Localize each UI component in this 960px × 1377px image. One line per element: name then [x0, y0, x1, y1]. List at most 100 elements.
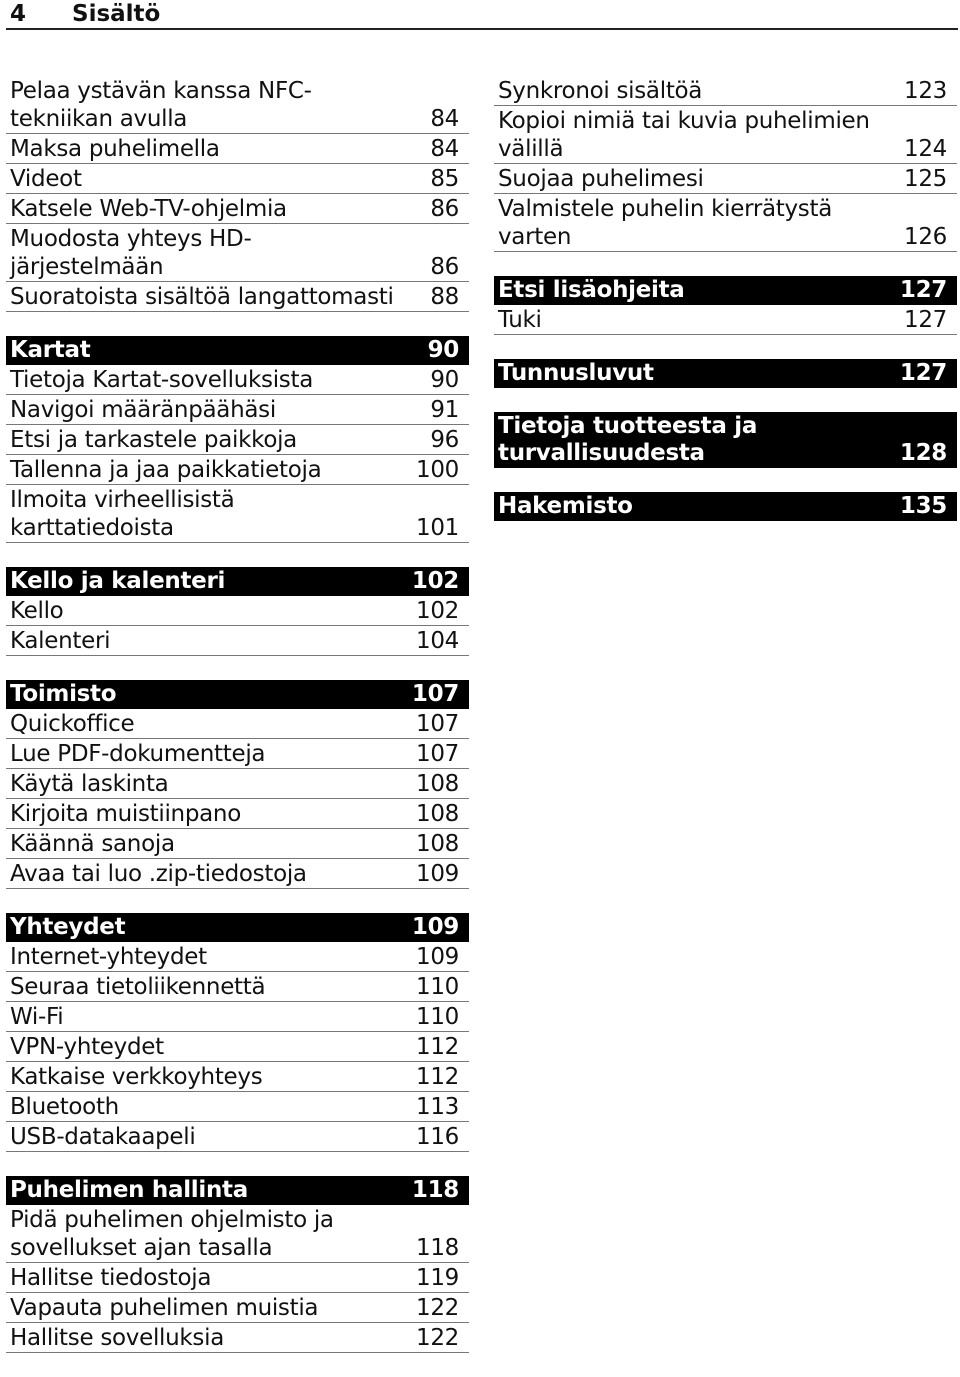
page-ref: 100 — [416, 457, 459, 483]
toc-entry[interactable]: VPN-yhteydet 112 — [6, 1032, 469, 1062]
toc-entry[interactable]: Quickoffice 107 — [6, 709, 469, 739]
page-ref: 90 — [430, 367, 459, 393]
toc-section: Pelaa ystävän kanssa NFC-tekniikan avull… — [6, 76, 469, 312]
toc-entry[interactable]: Bluetooth 113 — [6, 1092, 469, 1122]
section-title: Puhelimen hallinta — [10, 1177, 248, 1203]
page-ref: 108 — [416, 831, 459, 857]
entry-title: Ilmoita virheellisistä karttatiedoista — [10, 487, 235, 541]
toc-entry[interactable]: Maksa puhelimella 84 — [6, 134, 469, 164]
toc-entry[interactable]: Katsele Web-TV-ohjelmia 86 — [6, 194, 469, 224]
toc-entry[interactable]: Hallitse tiedostoja 119 — [6, 1263, 469, 1293]
entry-title: Suojaa puhelimesi — [498, 166, 704, 192]
page-ref: 104 — [416, 628, 459, 654]
toc-section-heading[interactable]: Kartat 90 — [6, 336, 469, 365]
entry-title: Hallitse sovelluksia — [10, 1325, 224, 1351]
page-ref: 126 — [904, 224, 947, 250]
page-ref: 122 — [416, 1295, 459, 1321]
toc-entry[interactable]: Etsi ja tarkastele paikkoja 96 — [6, 425, 469, 455]
page-ref: 108 — [416, 801, 459, 827]
section-title: Tietoja tuotteesta ja turvallisuudesta — [498, 413, 758, 466]
entry-title: Suoratoista sisältöä langattomasti — [10, 284, 394, 310]
page-ref: 122 — [416, 1325, 459, 1351]
entry-title: Vapauta puhelimen muistia — [10, 1295, 319, 1321]
toc-section: Synkronoi sisältöä 123 Kopioi nimiä tai ku… — [494, 76, 957, 252]
page-ref: 107 — [416, 741, 459, 767]
page-ref: 91 — [430, 397, 459, 423]
toc-section: Yhteydet 109 Internet-yhteydet 109 Seuraa ti… — [6, 913, 469, 1152]
toc-section-heading[interactable]: Kello ja kalenteri 102 — [6, 567, 469, 596]
page-ref: 124 — [904, 136, 947, 162]
page-ref: 107 — [411, 681, 459, 707]
entry-title: Videot — [10, 166, 82, 192]
toc-entry[interactable]: Suojaa puhelimesi 125 — [494, 164, 957, 194]
toc-entry[interactable]: Tuki 127 — [494, 305, 957, 335]
page-ref: 90 — [427, 337, 460, 363]
toc-section-heading[interactable]: Hakemisto 135 — [494, 492, 957, 521]
toc-entry[interactable]: Hallitse sovelluksia 122 — [6, 1323, 469, 1353]
page-ref: 125 — [904, 166, 947, 192]
entry-title: Synkronoi sisältöä — [498, 78, 703, 104]
toc-entry[interactable]: Navigoi määränpäähäsi 91 — [6, 395, 469, 425]
toc-entry[interactable]: Pidä puhelimen ohjelmisto ja sovellukset… — [6, 1205, 469, 1263]
section-title: Toimisto — [10, 681, 117, 707]
page-ref: 84 — [430, 136, 459, 162]
page-ref: 88 — [430, 284, 459, 310]
page-ref: 96 — [430, 427, 459, 453]
toc-entry[interactable]: Tietoja Kartat-sovelluksista 90 — [6, 365, 469, 395]
toc-entry[interactable]: Kopioi nimiä tai kuvia puhelimien välill… — [494, 106, 957, 164]
toc-entry[interactable]: Kello 102 — [6, 596, 469, 626]
section-title: Hakemisto — [498, 493, 633, 519]
toc-entry[interactable]: USB-datakaapeli 116 — [6, 1122, 469, 1152]
toc-entry[interactable]: Seuraa tietoliikennettä 110 — [6, 972, 469, 1002]
page-ref: 86 — [430, 196, 459, 222]
toc-section: Kartat 90 Tietoja Kartat-sovelluksista 90 Na… — [6, 336, 469, 543]
toc-entry[interactable]: Muodosta yhteys HD-järjestelmään 86 — [6, 224, 469, 282]
toc-section-heading[interactable]: Tunnusluvut 127 — [494, 359, 957, 388]
toc-entry[interactable]: Wi-Fi 110 — [6, 1002, 469, 1032]
entry-title: Internet-yhteydet — [10, 944, 207, 970]
page-ref: 127 — [899, 360, 947, 386]
toc-section: Tietoja tuotteesta ja turvallisuudesta 12… — [494, 412, 957, 468]
entry-title: Kirjoita muistiinpano — [10, 801, 241, 827]
entry-title: Tietoja Kartat-sovelluksista — [10, 367, 313, 393]
toc-entry[interactable]: Kirjoita muistiinpano 108 — [6, 799, 469, 829]
entry-title: Tallenna ja jaa paikkatietoja — [10, 457, 322, 483]
page-ref: 109 — [411, 914, 459, 940]
toc-section: Kello ja kalenteri 102 Kello 102 Kalenteri 10… — [6, 567, 469, 656]
toc-entry[interactable]: Videot 85 — [6, 164, 469, 194]
page-title: Sisältö — [72, 1, 161, 27]
toc-section-heading[interactable]: Tietoja tuotteesta ja turvallisuudesta 12… — [494, 412, 957, 468]
toc-left-column: Pelaa ystävän kanssa NFC-tekniikan avull… — [6, 76, 469, 1377]
entry-title: Navigoi määränpäähäsi — [10, 397, 276, 423]
page-ref: 84 — [430, 106, 459, 132]
toc-entry[interactable]: Katkaise verkkoyhteys 112 — [6, 1062, 469, 1092]
toc-entry[interactable]: Lue PDF-dokumentteja 107 — [6, 739, 469, 769]
page-ref: 85 — [430, 166, 459, 192]
toc-entry[interactable]: Vapauta puhelimen muistia 122 — [6, 1293, 469, 1323]
toc-entry[interactable]: Käännä sanoja 108 — [6, 829, 469, 859]
page-ref: 112 — [416, 1034, 459, 1060]
toc-section-heading[interactable]: Toimisto 107 — [6, 680, 469, 709]
entry-title: VPN-yhteydet — [10, 1034, 164, 1060]
toc-entry[interactable]: Internet-yhteydet 109 — [6, 942, 469, 972]
toc-section-heading[interactable]: Yhteydet 109 — [6, 913, 469, 942]
page-ref: 107 — [416, 711, 459, 737]
toc-entry[interactable]: Kalenteri 104 — [6, 626, 469, 656]
toc-entry[interactable]: Synkronoi sisältöä 123 — [494, 76, 957, 106]
toc-right-column: Synkronoi sisältöä 123 Kopioi nimiä tai ku… — [494, 76, 957, 545]
toc-entry[interactable]: Avaa tai luo .zip-tiedostoja 109 — [6, 859, 469, 889]
toc-section-heading[interactable]: Puhelimen hallinta 118 — [6, 1176, 469, 1205]
toc-entry[interactable]: Valmistele puhelin kierrätystä varten 126 — [494, 194, 957, 252]
toc-section: Puhelimen hallinta 118 Pidä puhelimen ohje… — [6, 1176, 469, 1353]
page-ref: 135 — [899, 493, 947, 519]
page-ref: 128 — [899, 440, 947, 466]
page-ref: 102 — [416, 598, 459, 624]
toc-entry[interactable]: Pelaa ystävän kanssa NFC-tekniikan avull… — [6, 76, 469, 134]
toc-entry[interactable]: Suoratoista sisältöä langattomasti 88 — [6, 282, 469, 312]
toc-section-heading[interactable]: Etsi lisäohjeita 127 — [494, 276, 957, 305]
toc-section: Hakemisto 135 — [494, 492, 957, 521]
toc-entry[interactable]: Tallenna ja jaa paikkatietoja 100 — [6, 455, 469, 485]
toc-entry[interactable]: Ilmoita virheellisistä karttatiedoista 10… — [6, 485, 469, 543]
entry-title: Katsele Web-TV-ohjelmia — [10, 196, 287, 222]
toc-entry[interactable]: Käytä laskinta 108 — [6, 769, 469, 799]
